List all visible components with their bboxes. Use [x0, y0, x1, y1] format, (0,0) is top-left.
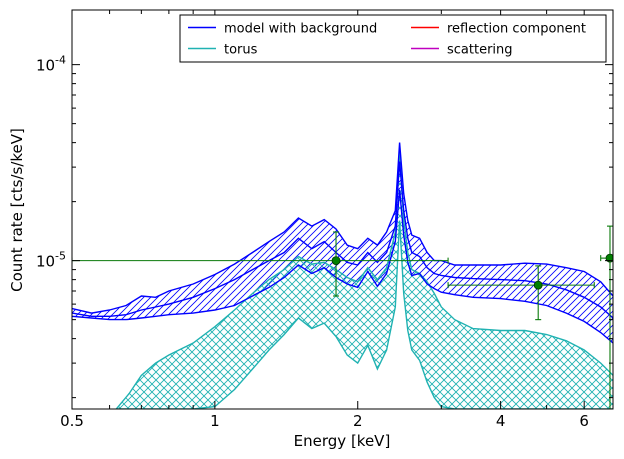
data-point-1	[72, 231, 449, 297]
y-axis-label: Count rate [cts/s/keV]	[8, 128, 26, 292]
legend-entry-1: model with background	[188, 22, 377, 37]
legend: model with background torus reflection com…	[179, 14, 607, 63]
data-point-2	[447, 265, 595, 321]
torus-lower-line	[116, 220, 613, 409]
model-upper-line	[72, 142, 613, 314]
model-mid-line	[72, 161, 613, 319]
model-band-fill	[72, 142, 613, 343]
x-tick-label: 2	[353, 412, 363, 430]
model-lower-line	[72, 189, 613, 344]
plot-frame	[71, 9, 614, 410]
data-marker	[331, 256, 341, 266]
legend-label: reflection component	[447, 22, 586, 37]
legend-entry-4: scattering	[411, 43, 513, 58]
torus-upper-line	[115, 151, 613, 409]
legend-entry-2: torus	[188, 43, 258, 58]
plot-area	[72, 142, 613, 409]
y-tick-label: 10-5	[36, 250, 66, 271]
x-axis-label: Energy [keV]	[294, 432, 391, 450]
legend-label: model with background	[224, 22, 377, 37]
x-tick-label: 6	[579, 412, 589, 430]
x-tick-label: 4	[496, 412, 506, 430]
x-tick-label: 0.5	[60, 412, 84, 430]
legend-entry-3: reflection component	[411, 22, 586, 37]
legend-label: torus	[224, 43, 258, 58]
torus-band-fill	[116, 151, 613, 409]
axes-layer: 0.5 1 2 4 6 10-5 10-4	[36, 9, 614, 430]
y-tick-label: 10-4	[36, 54, 66, 75]
data-marker	[605, 253, 613, 263]
legend-label: scattering	[447, 43, 513, 58]
data-point-3	[600, 225, 613, 409]
data-marker	[533, 280, 543, 290]
x-tick-label: 1	[210, 412, 220, 430]
legend-box	[179, 14, 607, 63]
